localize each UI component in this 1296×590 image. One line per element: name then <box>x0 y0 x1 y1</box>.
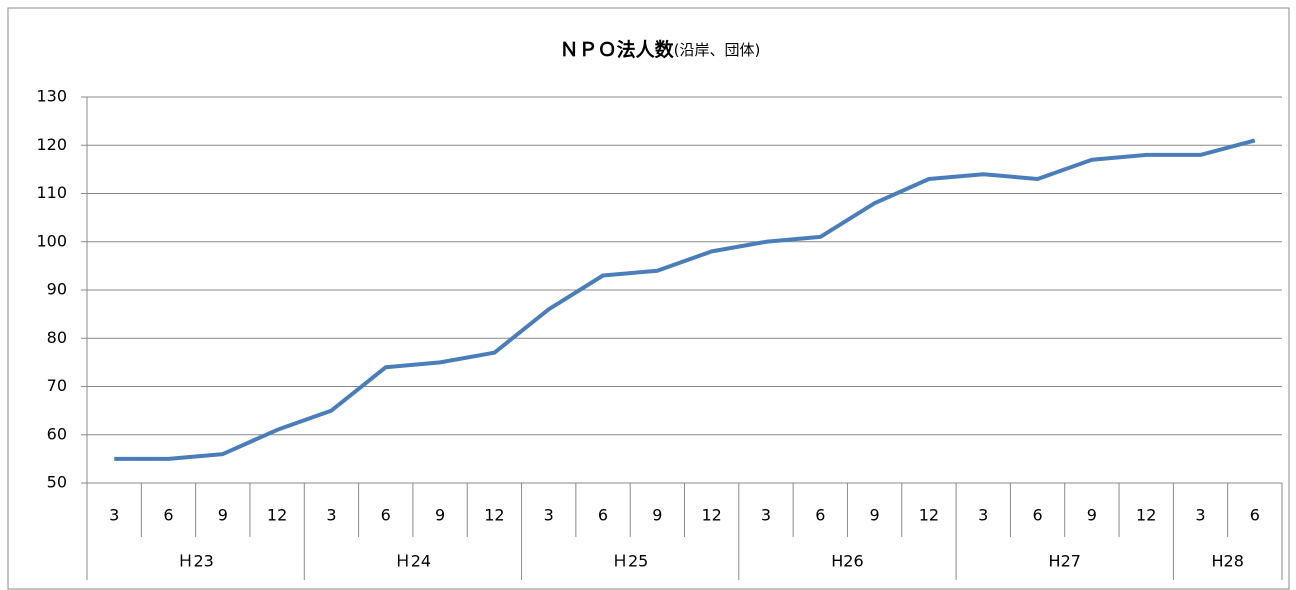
x-tick-label: 3 <box>109 506 119 525</box>
x-tick-label: 12 <box>267 506 287 525</box>
x-tick-label: 6 <box>815 506 825 525</box>
x-tick-label: 9 <box>218 506 228 525</box>
y-tick-label: 90 <box>47 280 67 299</box>
x-tick-label: 3 <box>1195 506 1205 525</box>
x-tick-label: 3 <box>978 506 988 525</box>
y-tick-label: 100 <box>36 231 67 250</box>
group-label: H27 <box>1049 552 1081 571</box>
data-line <box>114 138 1256 461</box>
x-tick-label: 6 <box>598 506 608 525</box>
x-tick-label: 12 <box>1136 506 1156 525</box>
group-label: Ｈ25 <box>612 552 648 571</box>
y-tick-label: 120 <box>36 135 67 154</box>
x-tick-label: 9 <box>652 506 662 525</box>
x-tick-label: 9 <box>870 506 880 525</box>
group-label: Ｈ24 <box>395 552 431 571</box>
group-label: Ｈ23 <box>177 552 213 571</box>
y-tick-label: 110 <box>36 183 67 202</box>
x-tick-label: 3 <box>761 506 771 525</box>
title: ＮＰＯ法人数 <box>560 38 675 61</box>
group-label: H28 <box>1211 552 1243 571</box>
x-tick-label: 3 <box>544 506 554 525</box>
x-tick-label: 9 <box>1087 506 1097 525</box>
subtitle: (沿岸、団体) <box>674 41 761 59</box>
y-tick-label: 50 <box>47 473 67 492</box>
x-tick-label: 12 <box>701 506 721 525</box>
x-tick-label: 6 <box>1250 506 1260 525</box>
group-label: H26 <box>831 552 863 571</box>
y-tick-label: 80 <box>47 328 67 347</box>
x-tick-label: 6 <box>163 506 173 525</box>
y-tick-label: 60 <box>47 424 67 443</box>
x-tick-label: 3 <box>326 506 336 525</box>
y-tick-label: 70 <box>47 376 67 395</box>
x-tick-label: 6 <box>1032 506 1042 525</box>
x-tick-label: 6 <box>381 506 391 525</box>
chart-frame <box>7 7 1290 590</box>
x-tick-label: 12 <box>919 506 939 525</box>
x-tick-label: 9 <box>435 506 445 525</box>
x-tick-label: 12 <box>484 506 504 525</box>
y-tick-label: 130 <box>36 87 67 106</box>
chart-title: ＮＰＯ法人数(沿岸、団体) <box>560 38 761 61</box>
